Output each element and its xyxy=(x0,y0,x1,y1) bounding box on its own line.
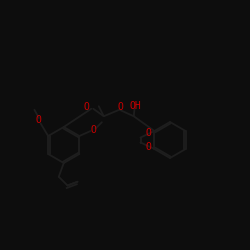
Text: O: O xyxy=(84,102,90,113)
Text: O: O xyxy=(145,142,151,152)
Text: O: O xyxy=(117,102,123,112)
Text: O: O xyxy=(91,125,97,135)
Text: OH: OH xyxy=(129,101,141,111)
Text: O: O xyxy=(36,115,42,125)
Text: O: O xyxy=(145,128,151,138)
